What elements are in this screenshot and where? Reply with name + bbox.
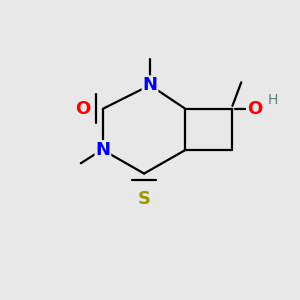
Text: S: S [138, 190, 151, 208]
Text: N: N [142, 76, 158, 94]
Text: N: N [95, 141, 110, 159]
Text: O: O [75, 100, 90, 118]
Text: N: N [142, 76, 158, 94]
Text: S: S [138, 190, 151, 208]
Text: O: O [247, 100, 262, 118]
Text: N: N [95, 141, 110, 159]
Text: H: H [268, 93, 278, 107]
Text: O: O [75, 100, 90, 118]
Text: O: O [247, 100, 262, 118]
Text: H: H [268, 93, 278, 107]
